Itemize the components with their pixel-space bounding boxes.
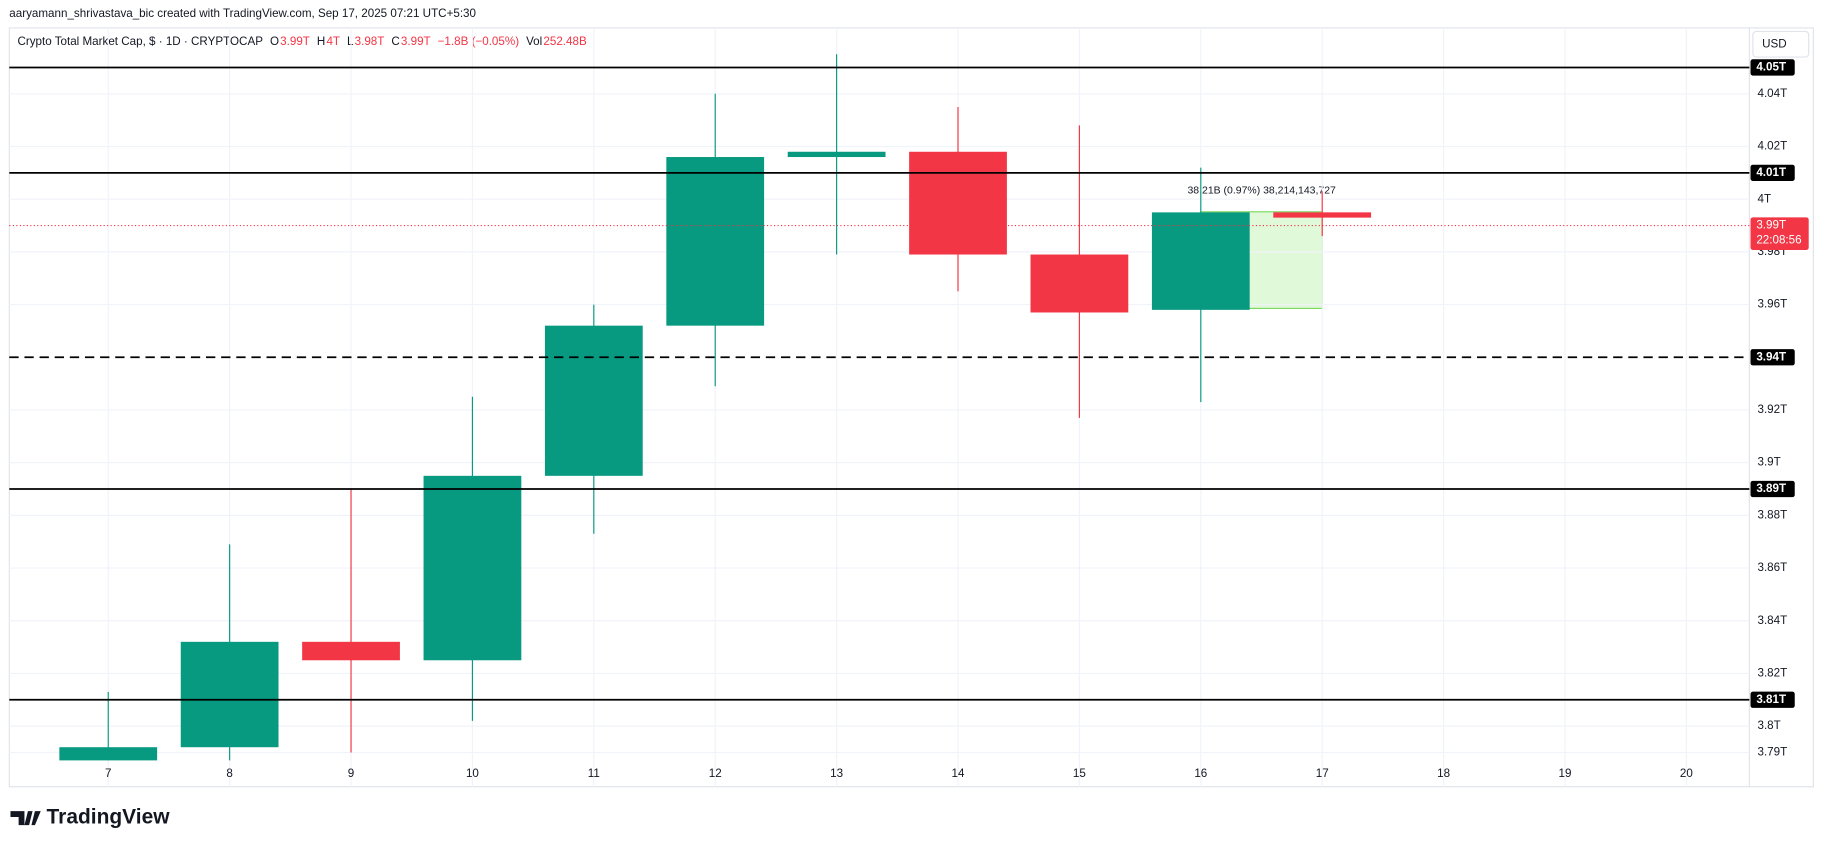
countdown: 22:08:56: [1756, 234, 1801, 247]
candle-body: [423, 475, 522, 661]
logo-mark: [10, 811, 41, 826]
y-tick-label: 3.9T: [1757, 456, 1780, 469]
candle-body: [1030, 254, 1129, 313]
candle-body: [666, 157, 765, 326]
level-tag: [1750, 164, 1795, 181]
y-tick-label: 4T: [1757, 192, 1771, 205]
measure-label: 38.21B (0.97%) 38,214,143,727: [1187, 186, 1336, 197]
x-tick-label: 17: [1316, 767, 1329, 780]
y-tick-label: 3.84T: [1757, 614, 1787, 627]
x-tick-label: 12: [709, 767, 722, 780]
x-tick-label: 14: [952, 767, 965, 780]
logo[interactable]: TradingView: [47, 806, 171, 829]
x-tick-label: 15: [1073, 767, 1086, 780]
credit: aaryamann_shrivastava_bic created with T…: [9, 7, 476, 20]
candle-body: [909, 151, 1007, 255]
x-tick-label: 19: [1559, 767, 1572, 780]
legend-o-label: O: [270, 35, 279, 48]
legend-change: −1.8B (−0.05%): [438, 35, 520, 48]
x-tick-label: 9: [348, 767, 354, 780]
level-tag: [1750, 59, 1795, 76]
y-tick-label: 3.88T: [1757, 508, 1787, 521]
currency-button[interactable]: [1752, 30, 1810, 58]
level-label: 4.05T: [1756, 61, 1786, 74]
candle-body: [59, 747, 158, 761]
legend-c-label: C: [391, 35, 399, 48]
candle-body: [787, 151, 886, 158]
legend-line: Crypto Total Market Cap, $ · 1D · CRYPTO…: [17, 35, 587, 48]
y-tick-label: 3.92T: [1757, 403, 1787, 416]
level-label: 3.89T: [1756, 482, 1786, 495]
legend-o: 3.99T: [280, 35, 310, 48]
y-tick-label: 4.04T: [1757, 87, 1787, 100]
legend-l: 3.98T: [355, 35, 385, 48]
x-tick-label: 11: [588, 767, 600, 780]
x-tick-label: 13: [830, 767, 843, 780]
legend-vol: 252.48B: [543, 35, 587, 48]
x-tick-label: 18: [1437, 767, 1450, 780]
x-tick-label: 10: [466, 767, 479, 780]
level-label: 4.01T: [1756, 166, 1786, 179]
x-tick-label: 7: [105, 767, 111, 780]
currency[interactable]: USD: [1762, 37, 1787, 50]
candle-body: [1151, 212, 1250, 310]
level-tag: [1750, 349, 1795, 366]
x-tick-label: 16: [1194, 767, 1207, 780]
legend-vol-label: Vol: [526, 35, 542, 48]
candle-body: [1273, 212, 1372, 218]
last-price-label: 3.99T: [1756, 219, 1786, 232]
y-tick-label: 3.8T: [1757, 719, 1780, 732]
candle-body: [302, 641, 400, 661]
y-tick-label: 3.82T: [1757, 667, 1787, 680]
last-price-tag: [1750, 217, 1809, 250]
legend-h-label: H: [317, 35, 325, 48]
legend-c: 3.99T: [401, 35, 431, 48]
candle-body: [180, 641, 279, 748]
legend-symbol: Crypto Total Market Cap, $ · 1D · CRYPTO…: [17, 35, 263, 48]
x-tick-label: 20: [1680, 767, 1693, 780]
level-label: 3.81T: [1756, 693, 1786, 706]
level-tag: [1750, 480, 1795, 498]
legend: Crypto Total Market Cap, $ · 1D · CRYPTO…: [17, 35, 587, 48]
candle-body: [544, 325, 643, 476]
level-label: 3.94T: [1756, 350, 1786, 363]
level-tag: [1750, 691, 1795, 708]
y-tick-label: 4.02T: [1757, 140, 1787, 153]
legend-h: 4T: [326, 35, 340, 48]
y-tick-label: 3.96T: [1757, 298, 1787, 311]
y-tick-label: 3.86T: [1757, 561, 1787, 574]
y-tick-label: 3.79T: [1757, 746, 1787, 759]
x-tick-label: 8: [226, 767, 232, 780]
